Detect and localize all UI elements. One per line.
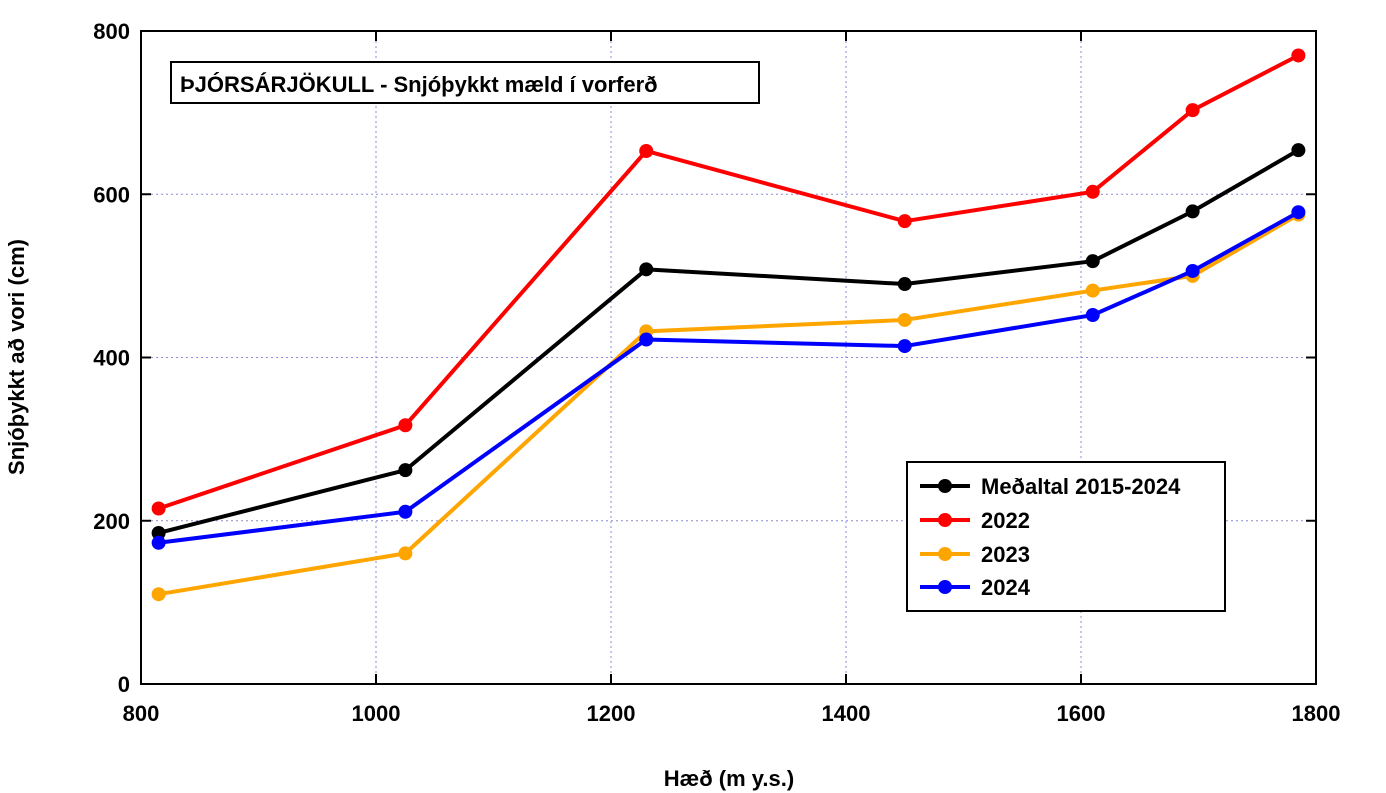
data-point: [1085, 184, 1100, 199]
chart-title-box: ÞJÓRSÁRJÖKULL - Snjóþykkt mæld í vorferð: [170, 61, 760, 104]
chart-title: ÞJÓRSÁRJÖKULL - Snjóþykkt mæld í vorferð: [180, 72, 658, 97]
series-layer: [151, 48, 1306, 602]
data-point: [1085, 254, 1100, 269]
x-tick-label: 1000: [352, 701, 401, 726]
x-tick-label: 1400: [822, 701, 871, 726]
y-tick-label: 200: [93, 509, 130, 534]
data-point: [897, 312, 912, 327]
data-point: [151, 587, 166, 602]
data-point: [398, 546, 413, 561]
data-point: [897, 339, 912, 354]
x-tick-label: 1200: [587, 701, 636, 726]
data-point: [897, 214, 912, 229]
legend: Meðaltal 2015-2024 2022 2023 2024: [906, 461, 1226, 612]
legend-item: 2024: [920, 575, 1031, 600]
legend-marker-2: [938, 547, 952, 561]
data-point: [1085, 283, 1100, 298]
series-line: [157, 53, 1300, 511]
y-tick-label: 400: [93, 346, 130, 371]
y-tick-label: 600: [93, 182, 130, 207]
data-point: [1291, 48, 1306, 63]
legend-label-3: 2024: [981, 575, 1031, 600]
data-point: [1085, 308, 1100, 323]
x-axis-title: Hæð (m y.s.): [664, 766, 794, 791]
legend-marker-1: [938, 513, 952, 527]
legend-marker-0: [938, 479, 952, 493]
tick-labels: 800 1000 1200 1400 1600 1800 0 200 400 600 800: [93, 19, 1340, 726]
series-3: [151, 205, 1306, 550]
y-axis-title: Snjóþykkt að vori (cm): [4, 239, 29, 475]
legend-item: Meðaltal 2015-2024: [920, 474, 1181, 499]
legend-item: 2022: [920, 508, 1030, 533]
data-point: [1185, 103, 1200, 118]
legend-label-2: 2023: [981, 542, 1030, 567]
data-point: [1185, 204, 1200, 219]
data-point: [151, 525, 166, 540]
series-0: [151, 143, 1306, 540]
data-point: [1291, 143, 1306, 158]
x-tick-label: 800: [123, 701, 160, 726]
legend-label-0: Meðaltal 2015-2024: [981, 474, 1181, 499]
data-point: [1185, 263, 1200, 278]
x-tick-label: 1800: [1292, 701, 1341, 726]
data-point: [1291, 205, 1306, 220]
legend-marker-3: [938, 580, 952, 594]
data-point: [151, 535, 166, 550]
data-point: [897, 277, 912, 292]
ticks: [140, 30, 1317, 685]
data-point: [639, 143, 654, 158]
data-point: [398, 504, 413, 519]
data-point: [639, 332, 654, 347]
legend-item: 2023: [920, 542, 1030, 567]
y-tick-label: 0: [118, 672, 130, 697]
data-point: [398, 463, 413, 478]
legend-label-1: 2022: [981, 508, 1030, 533]
series-1: [151, 48, 1306, 516]
x-tick-label: 1600: [1057, 701, 1106, 726]
data-point: [398, 418, 413, 433]
data-point: [151, 501, 166, 516]
y-tick-label: 800: [93, 19, 130, 44]
data-point: [639, 262, 654, 277]
